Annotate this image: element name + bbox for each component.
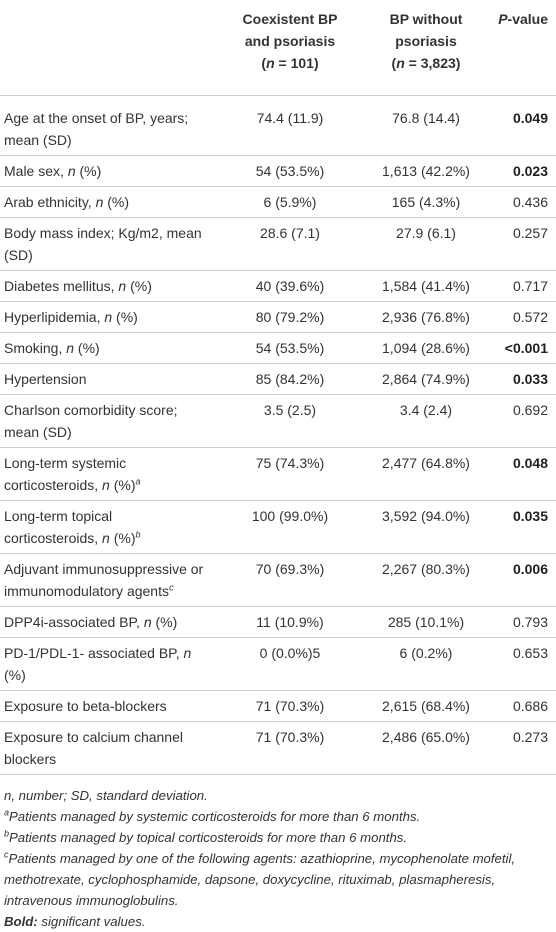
cell-without-psoriasis: 2,267 (80.3%) [366,553,486,607]
table-row: Exposure to calcium channel blockers 71 (… [0,721,556,775]
cell-p-value: 0.035 [486,500,556,554]
row-label: Hyperlipidemia, n (%) [0,301,214,333]
footnote-marker: b [135,528,141,539]
cell-p-value: 0.793 [486,606,556,638]
footnote-a: aPatients managed by systemic corticoste… [4,807,421,824]
cell-without-psoriasis: 2,615 (68.4%) [366,690,486,722]
footnote-c: cPatients managed by one of the followin… [4,849,516,908]
row-label: Arab ethnicity, n (%) [0,186,214,218]
cell-coexistent: 3.5 (2.5) [214,394,366,448]
row-label: Charlson comorbidity score; mean (SD) [0,394,214,448]
cell-coexistent: 80 (79.2%) [214,301,366,333]
cell-without-psoriasis: 2,864 (74.9%) [366,363,486,395]
cell-without-psoriasis: 165 (4.3%) [366,186,486,218]
table-row: DPP4i-associated BP, n (%) 11 (10.9%) 285 … [0,606,556,638]
cell-without-psoriasis: 2,486 (65.0%) [366,721,486,775]
row-label: Hypertension [0,363,214,395]
cell-p-value: 0.686 [486,690,556,722]
table-row: Hypertension 85 (84.2%) 2,864 (74.9%) 0.033 [0,363,556,395]
row-label: Long-term topical corticosteroids, n (%)… [0,500,214,554]
header-row: Coexistent BP and psoriasis (n = 101) BP… [0,0,556,96]
table-row: Diabetes mellitus, n (%) 40 (39.6%) 1,584 … [0,270,556,302]
row-label: Male sex, n (%) [0,155,214,187]
row-label: Adjuvant immunosuppressive or immunomodu… [0,553,214,607]
cell-p-value: <0.001 [486,332,556,364]
table-row: Long-term systemic corticosteroids, n (%… [0,447,556,501]
header-variable [0,0,214,96]
cell-p-value: 0.257 [486,217,556,271]
row-label: Long-term systemic corticosteroids, n (%… [0,447,214,501]
cell-p-value: 0.033 [486,363,556,395]
footnote-bold: Bold: significant values. [4,913,146,929]
table-row: Long-term topical corticosteroids, n (%)… [0,500,556,554]
cell-p-value: 0.023 [486,155,556,187]
table-row: Age at the onset of BP, years; mean (SD)… [0,95,556,156]
row-label: PD-1/PDL-1- associated BP, n (%) [0,637,214,691]
cell-coexistent: 54 (53.5%) [214,155,366,187]
cell-coexistent: 0 (0.0%)5 [214,637,366,691]
row-label: Body mass index; Kg/m2, mean (SD) [0,217,214,271]
cell-without-psoriasis: 2,477 (64.8%) [366,447,486,501]
cell-coexistent: 75 (74.3%) [214,447,366,501]
row-label: Exposure to beta-blockers [0,690,214,722]
cell-coexistent: 71 (70.3%) [214,721,366,775]
cell-coexistent: 6 (5.9%) [214,186,366,218]
cell-coexistent: 11 (10.9%) [214,606,366,638]
cell-p-value: 0.049 [486,95,556,156]
table-row: Hyperlipidemia, n (%) 80 (79.2%) 2,936 (76… [0,301,556,333]
row-label: Diabetes mellitus, n (%) [0,270,214,302]
cell-coexistent: 100 (99.0%) [214,500,366,554]
cell-coexistent: 54 (53.5%) [214,332,366,364]
cell-without-psoriasis: 285 (10.1%) [366,606,486,638]
cell-without-psoriasis: 1,613 (42.2%) [366,155,486,187]
cell-p-value: 0.436 [486,186,556,218]
header-p-value: P-value [486,0,556,96]
data-table: Coexistent BP and psoriasis (n = 101) BP… [0,0,556,775]
table-footnotes: n, number; SD, standard deviation. aPati… [0,775,556,932]
footnote-marker: c [168,581,174,592]
cell-p-value: 0.692 [486,394,556,448]
cell-coexistent: 71 (70.3%) [214,690,366,722]
cell-coexistent: 28.6 (7.1) [214,217,366,271]
cell-coexistent: 70 (69.3%) [214,553,366,607]
cell-without-psoriasis: 3,592 (94.0%) [366,500,486,554]
cell-without-psoriasis: 3.4 (2.4) [366,394,486,448]
cell-without-psoriasis: 6 (0.2%) [366,637,486,691]
cell-coexistent: 40 (39.6%) [214,270,366,302]
table-row: Male sex, n (%) 54 (53.5%) 1,613 (42.2%) 0.… [0,155,556,187]
cell-coexistent: 74.4 (11.9) [214,95,366,156]
row-label: Age at the onset of BP, years; mean (SD) [0,95,214,156]
footnote-marker: a [135,475,141,486]
table-row: Adjuvant immunosuppressive or immunomodu… [0,553,556,607]
table-row: Body mass index; Kg/m2, mean (SD) 28.6 (7… [0,217,556,271]
cell-without-psoriasis: 1,584 (41.4%) [366,270,486,302]
row-label: Smoking, n (%) [0,332,214,364]
cell-p-value: 0.006 [486,553,556,607]
cell-without-psoriasis: 27.9 (6.1) [366,217,486,271]
header-coexistent: Coexistent BP and psoriasis (n = 101) [214,0,366,96]
row-label: DPP4i-associated BP, n (%) [0,606,214,638]
table-row: PD-1/PDL-1- associated BP, n (%) 0 (0.0%)… [0,637,556,691]
cell-p-value: 0.273 [486,721,556,775]
cell-p-value: 0.717 [486,270,556,302]
cell-p-value: 0.048 [486,447,556,501]
table-body: Age at the onset of BP, years; mean (SD)… [0,95,556,775]
cell-without-psoriasis: 76.8 (14.4) [366,95,486,156]
cell-without-psoriasis: 2,936 (76.8%) [366,301,486,333]
row-label: Exposure to calcium channel blockers [0,721,214,775]
footnote-b: bPatients managed by topical corticoster… [4,828,408,845]
table-row: Charlson comorbidity score; mean (SD) 3.5… [0,394,556,448]
cell-p-value: 0.653 [486,637,556,691]
footnote-abbreviations: n, number; SD, standard deviation. [4,787,208,803]
cell-coexistent: 85 (84.2%) [214,363,366,395]
table-row: Exposure to beta-blockers 71 (70.3%) 2,615… [0,690,556,722]
table-row: Arab ethnicity, n (%) 6 (5.9%) 165 (4.3%) 0… [0,186,556,218]
table-row: Smoking, n (%) 54 (53.5%) 1,094 (28.6%) <0.… [0,332,556,364]
cell-without-psoriasis: 1,094 (28.6%) [366,332,486,364]
cell-p-value: 0.572 [486,301,556,333]
header-without-psoriasis: BP without psoriasis (n = 3,823) [366,0,486,96]
